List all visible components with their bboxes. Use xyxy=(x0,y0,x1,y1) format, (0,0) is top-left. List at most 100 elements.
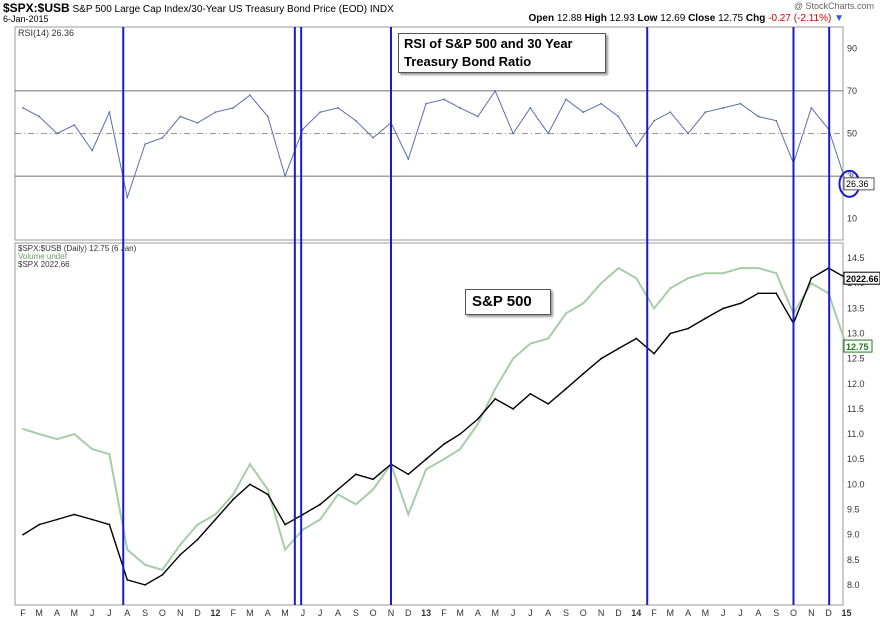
low-label: Low xyxy=(637,13,658,24)
open-label: Open xyxy=(528,13,555,24)
x-tick-label: A xyxy=(755,608,761,618)
rsi-point xyxy=(91,149,94,152)
spx-point xyxy=(354,473,357,476)
x-tick-label: D xyxy=(825,608,832,618)
x-tick-label: S xyxy=(353,608,359,618)
ratio-point xyxy=(144,563,147,566)
rsi-point xyxy=(443,98,445,101)
x-tick-label: 15 xyxy=(841,608,851,618)
rsi-point xyxy=(547,132,550,135)
ratio-point xyxy=(301,528,304,531)
rsi-point xyxy=(337,107,339,109)
x-tick-label: M xyxy=(35,608,43,618)
ratio-point xyxy=(494,387,497,390)
rsi-current-badge xyxy=(843,177,875,191)
price-legend-entry: $SPX 2022.66 xyxy=(18,260,70,269)
ratio-point xyxy=(73,433,76,436)
spx-point xyxy=(687,327,690,330)
rsi-point xyxy=(653,119,656,122)
spx-point xyxy=(144,583,147,586)
ratio-point xyxy=(547,337,550,340)
x-tick-label: J xyxy=(301,608,306,618)
ratio-point xyxy=(126,548,129,551)
ratio-point xyxy=(354,503,357,506)
ratio-point xyxy=(722,272,725,275)
spx-point xyxy=(126,578,129,581)
spx-last-badge xyxy=(843,271,880,285)
rsi-legend: RSI(14) 26.36 xyxy=(18,28,74,38)
rsi-point xyxy=(739,102,742,105)
rsi-point xyxy=(459,107,461,109)
ratio-point xyxy=(687,277,690,280)
x-tick-label: 13 xyxy=(421,608,431,618)
high-value: 12.93 xyxy=(609,13,635,24)
rsi-tick-label: 70 xyxy=(847,86,857,96)
spx-point xyxy=(775,292,778,295)
x-tick-label: F xyxy=(20,608,26,618)
chg-arrow-icon[interactable]: ▼ xyxy=(834,13,844,24)
rsi-point xyxy=(73,124,76,126)
ratio-point xyxy=(582,302,585,305)
rsi-point xyxy=(635,145,638,148)
ratio-point xyxy=(757,267,760,270)
spx-last-value: 2022.66 xyxy=(846,274,879,284)
ratio-point xyxy=(512,357,515,360)
x-tick-label: 14 xyxy=(631,608,641,618)
spx-point xyxy=(22,533,24,536)
ratio-point xyxy=(775,272,778,275)
spx-point xyxy=(739,302,742,305)
rsi-point xyxy=(722,107,725,109)
price-tick-label: 9.5 xyxy=(847,504,860,514)
rsi-point xyxy=(600,102,603,105)
rsi-point xyxy=(284,175,286,178)
ratio-point xyxy=(22,428,25,431)
x-tick-label: O xyxy=(159,608,166,618)
ratio-point xyxy=(635,277,638,280)
ratio-point xyxy=(704,272,707,275)
ratio-point xyxy=(91,448,94,451)
spx-point xyxy=(56,518,58,521)
rsi-point xyxy=(775,119,778,122)
x-tick-label: M xyxy=(456,608,464,618)
price-tick-label: 10.5 xyxy=(847,454,865,464)
spx-point xyxy=(477,418,479,420)
rsi-line xyxy=(22,89,847,200)
chart-date: 6-Jan-2015 xyxy=(3,14,49,24)
rsi-point xyxy=(617,115,620,118)
x-tick-label: F xyxy=(651,608,657,618)
price-legend-entry: Volume undef xyxy=(18,252,68,261)
spx-point xyxy=(704,317,707,320)
x-tick-label: O xyxy=(790,608,797,618)
ratio-point xyxy=(617,267,620,270)
sp500-annotation-box: S&P 500 xyxy=(465,289,551,315)
x-tick-label: N xyxy=(388,608,395,618)
spx-point xyxy=(337,488,339,491)
ratio-point xyxy=(161,568,164,571)
ratio-line xyxy=(22,266,848,571)
rsi-point xyxy=(249,94,251,97)
x-tick-label: A xyxy=(265,608,271,618)
price-tick-label: 9.0 xyxy=(847,530,860,540)
x-tick-label: S xyxy=(773,608,779,618)
x-tick-label: M xyxy=(71,608,79,618)
rsi-point xyxy=(144,143,147,146)
rsi-annotation-line1: RSI of S&P 500 and 30 Year xyxy=(404,36,573,51)
price-tick-label: 14.5 xyxy=(847,253,865,263)
ratio-point xyxy=(653,307,656,310)
ratio-point xyxy=(337,493,340,496)
rsi-point xyxy=(266,115,269,118)
spx-line xyxy=(22,267,847,586)
spx-point xyxy=(319,503,322,506)
spx-point xyxy=(810,277,813,280)
spx-point xyxy=(722,307,725,310)
x-tick-label: M xyxy=(667,608,675,618)
ratio-point xyxy=(196,523,199,526)
spx-point xyxy=(757,292,760,295)
rsi-point xyxy=(687,132,690,135)
spx-point xyxy=(407,473,410,476)
ratio-point xyxy=(459,448,462,451)
x-tick-label: S xyxy=(142,608,148,618)
chg-label: Chg xyxy=(745,13,766,24)
spx-point xyxy=(653,352,656,355)
rsi-point xyxy=(56,132,58,135)
